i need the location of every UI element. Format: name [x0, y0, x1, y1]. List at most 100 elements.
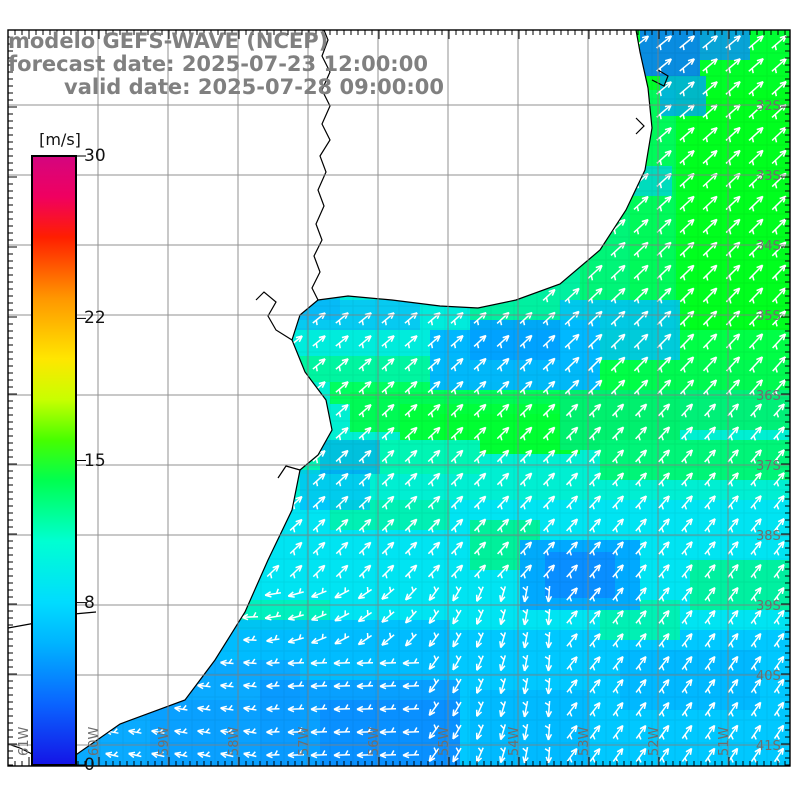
wind-arrow [679, 149, 695, 166]
wind-arrow [681, 610, 693, 625]
wind-arrow [312, 495, 326, 510]
wind-arrow [356, 704, 374, 713]
wind-arrow [587, 264, 603, 281]
wind-arrow [496, 495, 510, 510]
latitude-label: 33S [756, 169, 781, 184]
wind-arrow [704, 610, 716, 625]
wind-arrow [266, 681, 280, 690]
wind-arrow [748, 287, 764, 304]
wind-arrow [565, 403, 579, 418]
wind-arrow [679, 35, 695, 51]
wind-arrow [356, 658, 374, 667]
wind-arrow [519, 311, 533, 326]
wind-arrow [773, 563, 785, 579]
wind-arrow [612, 564, 624, 579]
longitude-tick-labels: 61W 60W 59W 58W 57W 56W 55W 54W 53W 52W 51W [17, 726, 732, 756]
wind-arrow [702, 287, 718, 304]
wind-arrow [542, 357, 556, 372]
wind-arrow [427, 334, 441, 349]
wind-arrow [610, 333, 626, 350]
wind-arrow [381, 357, 395, 372]
wind-arrow [773, 403, 785, 418]
wind-arrow [266, 704, 280, 713]
wind-arrow [589, 587, 601, 602]
latitude-label: 34S [756, 239, 781, 254]
wind-arrow [658, 633, 670, 648]
wind-arrow [656, 287, 672, 304]
wind-arrow [287, 588, 304, 598]
wind-arrow [727, 632, 739, 648]
wind-arrow [544, 608, 553, 626]
wind-arrow [428, 701, 440, 717]
wind-arrow [633, 379, 649, 396]
wind-arrow [402, 658, 420, 667]
wind-arrow [450, 334, 464, 349]
wind-arrow [566, 587, 578, 602]
wind-arrow [748, 218, 764, 235]
wind-arrow [679, 126, 695, 143]
wind-arrow [727, 449, 739, 464]
wind-arrow [635, 472, 648, 487]
wind-arrow [727, 564, 739, 579]
wind-arrow [658, 426, 671, 441]
wind-arrow [450, 426, 464, 441]
wind-arrow [312, 518, 326, 533]
wind-arrow [750, 403, 763, 418]
wind-arrow [499, 701, 507, 718]
wind-arrow [703, 379, 718, 396]
wind-arrow [702, 218, 718, 235]
wind-arrow [519, 380, 533, 395]
wind-arrow [379, 681, 397, 690]
wind-arrow [358, 426, 372, 441]
wind-arrow [611, 426, 625, 441]
wind-arrow [704, 678, 716, 694]
wind-arrow [358, 335, 372, 349]
wind-arrow [773, 632, 785, 648]
wind-arrow [633, 218, 649, 235]
wind-vector-arrows [105, 35, 787, 764]
wind-arrow [475, 724, 484, 740]
wind-arrow [381, 518, 395, 533]
wind-arrow [748, 310, 764, 327]
wind-arrow [658, 587, 670, 602]
wind-arrow [381, 495, 395, 510]
wind-arrow [311, 633, 327, 644]
wind-arrow [589, 702, 601, 717]
forecast-date-label: forecast date: 2025-07-23 12:00:00 [8, 52, 428, 76]
wind-arrow [544, 654, 553, 672]
wind-arrow [773, 609, 785, 625]
wind-arrow [771, 149, 787, 166]
wind-arrow [264, 588, 282, 598]
wind-arrow [197, 681, 211, 690]
wind-arrow [587, 356, 603, 373]
wind-arrow [635, 495, 648, 510]
wind-arrow [473, 380, 487, 395]
wind-arrow [658, 541, 670, 556]
wind-arrow [450, 311, 464, 326]
wind-arrow [773, 426, 785, 441]
wind-arrow [357, 609, 373, 623]
wind-arrow [544, 700, 553, 718]
wind-arrow [612, 679, 624, 694]
wind-arrow [771, 57, 787, 74]
wind-arrow [404, 564, 418, 579]
wind-arrow [519, 403, 533, 418]
wind-arrow [311, 610, 327, 621]
wind-arrow [357, 586, 373, 600]
wind-arrow [379, 750, 397, 759]
wind-arrow [750, 678, 762, 694]
wind-arrow [635, 633, 647, 648]
wind-arrow [522, 746, 529, 764]
wind-arrow [589, 747, 601, 763]
wind-arrow [473, 403, 487, 418]
latitude-label: 35S [756, 309, 781, 324]
wind-arrow [702, 333, 718, 350]
wind-arrow [633, 310, 649, 327]
wind-arrow [428, 586, 440, 602]
wind-arrow [589, 610, 601, 625]
wind-arrow [727, 678, 739, 694]
wind-arrow [633, 264, 649, 281]
wind-arrow [681, 403, 694, 418]
wind-speed-field [8, 30, 790, 766]
wind-arrow [522, 608, 529, 626]
